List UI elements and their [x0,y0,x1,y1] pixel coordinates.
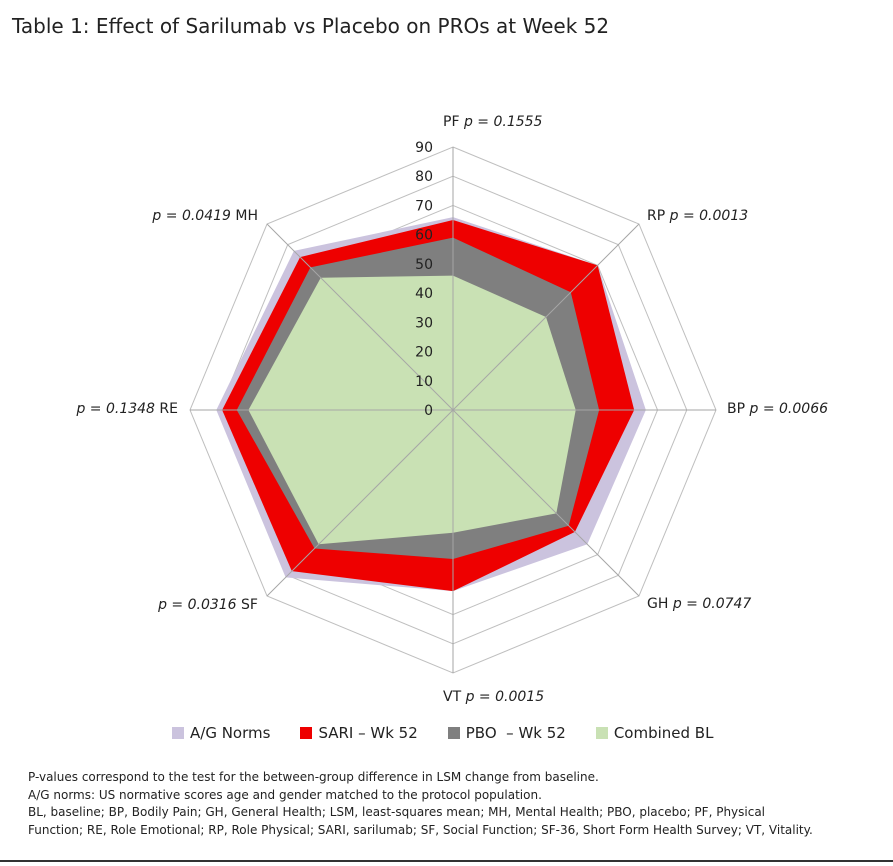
axis-label-pf: PF p = 0.1555 [443,114,543,130]
footnote: BL, baseline; BP, Bodily Pain; GH, Gener… [28,805,766,819]
p-value: p = 0.0015 [465,689,545,705]
legend-label: Combined BL [613,724,714,742]
axis-label-re: p = 0.1348 RE [75,401,178,417]
footnote: P-values correspond to the test for the … [28,770,599,784]
tick-label: 60 [415,228,433,244]
axis-name: RP [647,208,670,224]
legend-swatch [300,727,313,739]
tick-label: 40 [415,286,433,302]
p-value: p = 0.0066 [749,401,829,417]
footnote: Function; RE, Role Emotional; RP, Role P… [28,822,813,837]
legend-swatch [172,727,184,739]
divider [0,860,893,862]
axis-label-gh: GH p = 0.0747 [647,596,751,612]
axis-label-rp: RP p = 0.0013 [647,208,748,224]
axis-name: VT [443,689,466,705]
legend-label: A/G Norms [190,724,271,742]
axis-label-mh: p = 0.0419 MH [151,208,258,224]
axis-label-sf: p = 0.0316 SF [157,597,258,613]
legend-item: A/G Norms [172,724,270,742]
tick-label: 70 [415,198,433,214]
legend-swatch [595,727,608,739]
legend-label: SARI – Wk 52 [318,724,418,742]
axis-name: BP [727,401,750,417]
radar-chart: 0 10 20 30 40 50 60 70 80 90 PF p = 0.1555 RP p = 0… [75,114,828,705]
axis-spoke [452,409,640,597]
axis-name: SF [241,597,258,613]
p-value: p = 0.1555 [463,114,543,130]
table-title: Table 1: Effect of Sarilumab vs Placebo … [12,14,610,38]
p-value: p = 0.0013 [669,208,749,224]
legend-item: Combined BL [595,724,714,742]
axis-name: RE [159,401,178,417]
legend-item: SARI – Wk 52 [300,724,418,742]
axis-name: GH [647,596,673,612]
tick-label: 0 [424,403,433,419]
tick-label: 30 [415,315,433,331]
axis-spoke [452,223,640,411]
p-value: p = 0.0419 [151,208,235,224]
p-value: p = 0.1348 [75,401,159,417]
tick-label: 20 [415,345,433,361]
legend: A/G Norms SARI – Wk 52 PBO – Wk 52 Combined… [172,724,713,742]
axis-label-vt: VT p = 0.0015 [443,689,544,705]
footnote: A/G norms: US normative scores age and g… [28,787,542,802]
p-value: p = 0.0747 [672,596,752,612]
axis-spoke [266,409,454,597]
tick-label: 50 [415,257,433,273]
tick-label: 90 [415,140,433,156]
footnotes: P-values correspond to the test for the … [28,769,813,839]
axis-label-bp: BP p = 0.0066 [727,401,828,417]
axis-spoke [266,223,454,411]
legend-item: PBO – Wk 52 [447,724,566,742]
legend-swatch [447,727,460,739]
axis-name: MH [235,208,258,224]
tick-label: 80 [415,169,433,185]
p-value: p = 0.0316 [157,597,241,613]
axis-name: PF [443,114,464,130]
legend-label: PBO – Wk 52 [465,724,566,742]
tick-label: 10 [415,374,433,390]
